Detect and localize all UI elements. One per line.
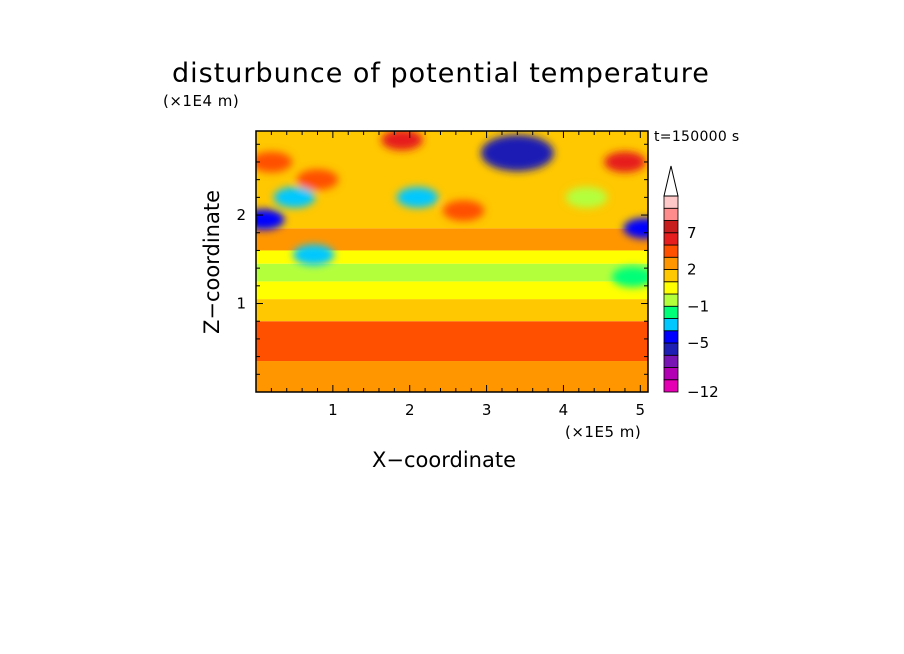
field-plot-area — [256, 131, 648, 392]
colorbar-box — [663, 207, 679, 221]
field-feature — [292, 244, 335, 266]
chart-title: disturbunce of potential temperature — [172, 58, 710, 89]
x-tick-label: 5 — [636, 401, 646, 419]
field-feature — [273, 186, 316, 208]
field-feature — [565, 186, 608, 208]
colorbar-label: −12 — [687, 383, 719, 401]
colorbar-box — [663, 318, 679, 332]
time-annotation: t=150000 s — [654, 129, 740, 145]
field-feature — [604, 151, 646, 173]
axis-ticks: 1 2 3 4 5 1 2 — [236, 131, 648, 419]
colorbar-label: −1 — [687, 297, 709, 315]
field-feature — [396, 186, 439, 208]
colorbar-box — [663, 256, 679, 270]
x-axis-unit: (×1E5 m) — [565, 423, 642, 441]
field-feature — [256, 151, 293, 173]
field-feature — [480, 134, 554, 172]
colorbar-box — [663, 220, 679, 234]
field-feature — [256, 209, 285, 230]
plot-frame — [255, 130, 649, 393]
colorbar-box — [663, 244, 679, 258]
field-feature — [381, 131, 423, 151]
colorbar-box — [663, 354, 679, 368]
field-layer — [256, 299, 648, 322]
colorbar-box — [663, 342, 679, 356]
field-feature — [611, 266, 648, 288]
colorbar-box — [663, 269, 679, 283]
colorbar-box — [663, 330, 679, 344]
x-tick-label: 3 — [482, 401, 492, 419]
y-tick-label: 1 — [236, 295, 246, 313]
y-tick-label: 2 — [236, 206, 246, 224]
field-layer — [256, 281, 648, 300]
colorbar-box — [663, 379, 679, 393]
field-layer — [256, 361, 648, 392]
colorbar-box — [663, 281, 679, 295]
colorbar-label: −5 — [687, 334, 709, 352]
field-layer — [256, 321, 648, 362]
colorbar-box — [663, 293, 679, 307]
colorbar-box — [663, 305, 679, 319]
field-feature — [296, 169, 339, 191]
colorbar-box — [663, 232, 679, 246]
colorbar-label: 2 — [687, 261, 697, 279]
colorbar-box — [663, 195, 679, 209]
field-layer — [256, 250, 648, 264]
field-feature — [442, 200, 485, 222]
field-layer — [256, 228, 648, 251]
colorbar-label: 7 — [687, 224, 697, 242]
colorbar: 7 2 −1 −5 −12 — [663, 165, 719, 401]
colorbar-box — [663, 367, 679, 381]
x-tick-label: 2 — [405, 401, 415, 419]
x-axis-label: X−coordinate — [372, 448, 516, 472]
x-tick-label: 1 — [328, 401, 338, 419]
y-axis-unit: (×1E4 m) — [163, 92, 240, 110]
field-feature — [623, 217, 648, 239]
field-features — [256, 131, 648, 288]
colorbar-extend-arrow — [663, 165, 679, 197]
x-tick-label: 4 — [559, 401, 569, 419]
field-layer — [256, 263, 648, 282]
